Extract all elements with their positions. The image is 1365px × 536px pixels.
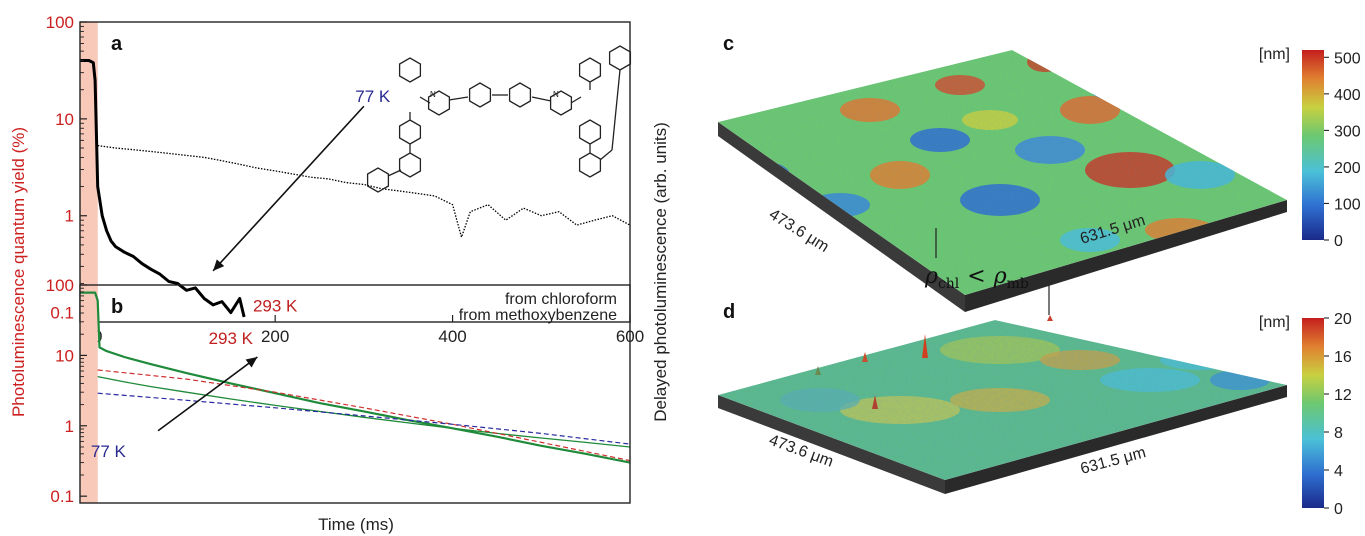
panel-b-label: b — [111, 296, 123, 318]
panel-c-surface-feature — [1090, 78, 1170, 102]
panel-c-colorbar-unit: [nm] — [1259, 46, 1290, 63]
molecule-ring — [400, 153, 421, 177]
panel-b: 100 10 1 0.1 b from methoxybenzene 293 K 77 … — [46, 276, 630, 506]
relation-lhs-sub: chl — [938, 276, 960, 292]
panel-a-label: a — [111, 33, 123, 55]
panel-d-spike — [1047, 315, 1053, 321]
panel-b-y-tick-label: 100 — [46, 276, 74, 295]
molecule-ring — [400, 120, 421, 144]
panel-c-colorbar-tick-label: 300 — [1334, 123, 1361, 140]
panel-b-arrow-shaft — [158, 357, 257, 431]
panel-c-colorbar-ticks: 500 400 300 200 100 0 — [1324, 50, 1361, 250]
panel-c-colorbar-tick-label: 200 — [1334, 160, 1361, 177]
panel-c-surface-feature — [1200, 108, 1260, 132]
panel-b-arrow-head — [246, 357, 258, 368]
molecule-ring — [580, 58, 601, 82]
panel-b-series-77K-fit — [98, 393, 630, 444]
panel-d-colorbar-tick-label: 4 — [1334, 463, 1343, 480]
panel-c-label: c — [723, 33, 734, 55]
panel-b-solvent-annotation: from methoxybenzene — [459, 307, 617, 324]
left-y-axis-label: Photoluminescence quantum yield (%) — [9, 127, 28, 417]
panel-b-y-tick-label: 10 — [55, 346, 74, 365]
molecule-bond — [532, 97, 551, 101]
panel-a-x-tick-label: 200 — [261, 327, 289, 346]
molecule-bond — [612, 70, 620, 150]
panel-d-surface — [700, 310, 1300, 490]
panel-a-y-tick-label: 0.1 — [50, 304, 74, 323]
molecule-atom: N — [553, 90, 559, 99]
panel-d-colorbar-tick-label: 12 — [1334, 387, 1352, 404]
panel-b-temperature-label: 293 K — [209, 329, 254, 348]
molecule-bond — [449, 97, 468, 100]
molecule-ring — [510, 83, 531, 107]
panel-d-colorbar — [1302, 318, 1324, 508]
panel-d-colorbar-unit: [nm] — [1259, 314, 1290, 331]
x-axis-label: Time (ms) — [318, 515, 394, 534]
panel-d-colorbar-ticks: 20 16 12 8 4 0 — [1324, 311, 1352, 518]
panel-a-annotations: 77 K 293 K — [213, 87, 391, 316]
panel-b-excitation-shade — [80, 285, 98, 503]
panel-a-y-tick-label: 100 — [46, 13, 74, 32]
panel-a-arrow-shaft — [213, 106, 364, 271]
panel-c-colorbar-tick-label: 500 — [1334, 50, 1361, 67]
panel-d-colorbar-tick-label: 16 — [1334, 349, 1352, 366]
relation-operator: < — [967, 264, 985, 289]
molecule-bond — [571, 97, 581, 103]
relation-rhs: ρ — [993, 264, 1007, 289]
relation-lhs: ρ — [924, 264, 938, 289]
panel-d-colorbar-tick-label: 20 — [1334, 311, 1352, 328]
molecule-ring — [580, 153, 601, 177]
right-y-axis-label: Delayed photoluminescence (arb. units) — [651, 122, 670, 422]
molecule-ring — [368, 168, 389, 192]
panel-b-temperature-label: 77 K — [91, 442, 127, 461]
panel-b-y-tick-label: 1 — [65, 417, 74, 436]
panel-c-colorbar-tick-label: 100 — [1334, 196, 1361, 213]
panel-c-colorbar-tick-label: 400 — [1334, 87, 1361, 104]
molecule-ring — [400, 58, 421, 82]
panel-a-solvent-annotation: from chloroform — [505, 291, 617, 308]
panel-c-dimension-short: 473.6 μm — [766, 206, 832, 256]
panel-a-series-293K — [80, 61, 244, 318]
panel-a-series-77K — [98, 146, 630, 238]
molecule-ring — [610, 46, 631, 70]
molecule-ring — [470, 83, 491, 107]
panel-d-colorbar-tick-label: 8 — [1334, 425, 1343, 442]
panel-d-colorbar-tick-label: 0 — [1334, 501, 1343, 518]
panel-c-colorbar-tick-label: 0 — [1334, 233, 1343, 250]
molecule-bond — [600, 150, 612, 160]
molecule-atom: N — [430, 90, 436, 99]
panel-c-colorbar — [1302, 50, 1324, 240]
panel-a-y-tick-label: 1 — [65, 207, 74, 226]
relation-rhs-sub: mb — [1007, 276, 1029, 292]
panel-a-x-tick-label: 400 — [438, 327, 466, 346]
panel-b-y-tick-label: 0.1 — [50, 487, 74, 506]
molecule-ring — [580, 120, 601, 144]
panel-c: c 473.6 μm 631.5 μm [nm] 500400300200100… — [700, 33, 1361, 312]
molecule-bond — [388, 170, 401, 176]
panel-a-temperature-label: 77 K — [355, 87, 391, 106]
panel-a-y-tick-label: 10 — [55, 110, 74, 129]
panel-a-temperature-label: 293 K — [253, 296, 298, 315]
panel-d-label: d — [723, 301, 735, 323]
